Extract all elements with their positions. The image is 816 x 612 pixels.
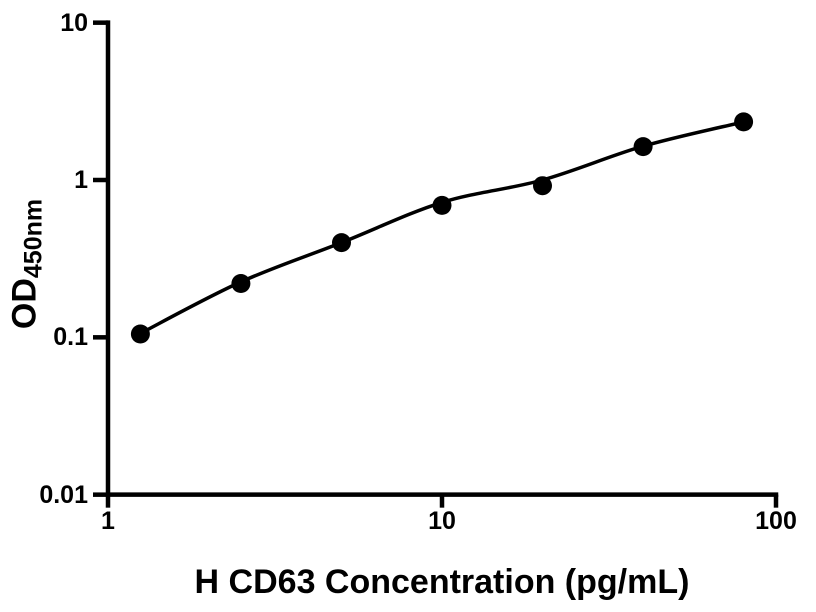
y-tick-label-1: 1 xyxy=(74,166,88,194)
y-axis-title-main: OD xyxy=(5,278,44,330)
data-point xyxy=(734,112,754,132)
x-axis-title: H CD63 Concentration (pg/mL) xyxy=(194,563,690,601)
y-tick-label-0.01: 0.01 xyxy=(39,481,88,509)
data-point xyxy=(130,324,150,344)
data-point xyxy=(432,195,452,215)
x-tick-label-10: 10 xyxy=(428,507,456,535)
y-tick-label-0.1: 0.1 xyxy=(53,323,88,351)
data-point xyxy=(332,233,351,253)
axes xyxy=(105,20,779,497)
y-axis-title: OD450nm xyxy=(6,199,49,329)
data-point xyxy=(633,137,653,157)
x-tick-label-1: 1 xyxy=(101,507,115,535)
data-point xyxy=(533,176,552,196)
standard-curve-line xyxy=(138,120,746,336)
y-axis-title-subscript: 450nm xyxy=(19,198,48,279)
x-tick-label-100: 100 xyxy=(755,507,797,535)
y-tick-label-10: 10 xyxy=(60,9,88,37)
data-point xyxy=(231,274,251,293)
